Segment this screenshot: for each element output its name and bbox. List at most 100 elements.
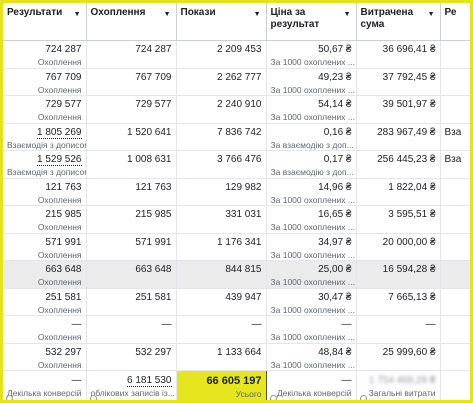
cell-value: 1 008 631 (91, 154, 172, 165)
cell-value: 2 262 777 (181, 72, 262, 83)
table-row: 215 985 Охоплення 215 985 331 031 16,65 ₴ За … (3, 205, 470, 234)
cost-per-result-cell: — За 1000 охоплених ... (266, 315, 357, 344)
amount-spent-value: 3 595,51 ₴ (388, 209, 436, 220)
results-value: 1 805 269 (37, 126, 82, 139)
amount-spent-cell: 36 696,41 ₴ (356, 40, 441, 69)
results-value: 251 581 (45, 291, 82, 303)
results-cell: 532 297 Охоплення (3, 343, 87, 371)
column-header[interactable]: Витрачена сума ▼ (356, 3, 441, 41)
summary-value-row: 6 181 530 (91, 375, 172, 387)
summary-value-row: — (271, 375, 352, 386)
results-value: 663 648 (45, 264, 82, 275)
results-value: 532 297 (45, 346, 82, 358)
amount-spent-value: 16 594,28 ₴ (382, 264, 436, 275)
amount-spent-cell: 37 792,45 ₴ (356, 68, 441, 96)
column-title: Результати (7, 7, 63, 18)
summary-value-row: 1 754 468,28 ₴ (361, 375, 436, 386)
cell-value: 25,00 ₴ (271, 264, 351, 275)
cell-value: 2 240 910 (181, 99, 262, 110)
amount-spent-value: 39 501,97 ₴ (382, 99, 436, 110)
amount-spent-cell: 25 999,60 ₴ (356, 343, 441, 371)
results-label: Охоплення (37, 332, 82, 342)
impressions-cell: 3 766 476 (176, 150, 267, 179)
results-value: 215 985 (45, 209, 82, 220)
results-cell: 251 581 Охоплення (3, 288, 87, 316)
cell-value: — (91, 319, 172, 330)
amount-spent-cell: 16 594,28 ₴ (356, 260, 441, 289)
cell-value: 16,65 ₴ (271, 209, 351, 220)
cost-per-result-cell: 48,84 ₴ За 1000 охоплених ... (266, 343, 357, 371)
column-header[interactable]: Покази ▼ (176, 3, 267, 41)
reach-value: 215 985 (135, 209, 172, 220)
impressions-cell: 2 262 777 (176, 68, 267, 96)
impressions-cell: 129 982 (176, 178, 267, 206)
reach-value: 767 709 (135, 71, 172, 83)
cell-value: 1 805 269 (7, 126, 82, 139)
impressions-value: — (251, 319, 262, 330)
reach-value: 663 648 (135, 264, 172, 275)
results-value: 767 709 (45, 71, 82, 83)
results-cell: 767 709 Охоплення (3, 68, 87, 96)
cell-value: 3 595,51 ₴ (361, 209, 436, 220)
impressions-value: 2 240 910 (217, 99, 262, 110)
info-icon (269, 394, 277, 400)
cost-per-result-cell: 0,16 ₴ За взаємодію з доп... (266, 123, 357, 151)
amount-spent-cell: 1 822,04 ₴ (356, 178, 441, 206)
results-cell: 1 805 269 Взаємодія з дописом (3, 123, 87, 151)
extra-value: Вза (444, 154, 462, 165)
reach-value: 1 520 641 (127, 126, 172, 138)
results-label: Охоплення (37, 84, 82, 95)
column-header[interactable]: Охоплення ▼ (86, 3, 177, 41)
cost-per-result-value: 54,14 ₴ (318, 99, 352, 110)
cell-value: 844 815 (181, 264, 261, 275)
column-header[interactable]: Ціна за результат ▼ (266, 3, 357, 41)
cost-per-result-value: 30,47 ₴ (318, 291, 352, 303)
extra-cell (440, 68, 470, 96)
results-label: Взаємодія з дописом (7, 139, 86, 150)
amount-spent-cell: 256 445,23 ₴ (356, 150, 441, 179)
cell-value: 30,47 ₴ (271, 291, 352, 303)
table-row: 251 581 Охоплення 251 581 439 947 30,47 ₴ За … (3, 288, 470, 316)
impressions-value: 1 176 341 (217, 236, 262, 248)
reach-cell: 215 985 (86, 205, 177, 234)
summary-cell: — Декілька конверсій (3, 370, 87, 400)
reach-cell: 1 520 641 (86, 123, 177, 151)
extra-cell: Вза (440, 150, 470, 179)
cell-value: 1 520 641 (91, 127, 172, 138)
impressions-cell: 439 947 (176, 288, 267, 316)
column-header[interactable]: Ре (440, 3, 470, 41)
extra-value: Вза (444, 126, 462, 138)
reach-cell: 729 577 (86, 95, 177, 124)
cost-per-result-label: За 1000 охоплених ... (270, 304, 355, 315)
column-header[interactable]: Результати ▼ (3, 3, 87, 41)
amount-spent-value: 36 696,41 ₴ (382, 44, 436, 55)
summary-value: 1 754 468,28 ₴ (368, 375, 436, 386)
cell-value: 7 665,13 ₴ (361, 292, 435, 303)
cell-value: 48,84 ₴ (271, 347, 351, 358)
info-icon (89, 394, 97, 400)
table-row: 767 709 Охоплення 767 709 2 262 777 49,23 ₴ З… (3, 68, 470, 96)
summary-label: Усього (235, 389, 262, 399)
cell-value: 7 836 742 (181, 127, 262, 138)
results-cell: 1 529 526 Взаємодія з дописом (3, 150, 87, 179)
summary-label: Декілька конверсій (277, 388, 352, 398)
summary-value-row: — (7, 375, 82, 386)
cost-per-result-label: За 1000 охоплених ... (270, 84, 355, 95)
info-icon (359, 394, 367, 400)
summary-value: 66 605 197 (206, 375, 262, 387)
table-row: 663 648 Охоплення 663 648 844 815 25,00 ₴ За … (3, 260, 470, 289)
column-title: Охоплення (90, 7, 146, 18)
cell-value: 571 991 (91, 237, 171, 248)
reach-value: 251 581 (135, 291, 172, 303)
amount-spent-cell: 39 501,97 ₴ (356, 95, 441, 124)
summary-cell: 66 605 197 Усього (175, 370, 267, 400)
reach-value: 121 763 (135, 181, 172, 193)
cell-value: 251 581 (7, 291, 82, 303)
results-label: Охоплення (37, 277, 82, 287)
cost-per-result-cell: 49,23 ₴ За 1000 охоплених ... (266, 68, 357, 96)
table-row: 1 529 526 Взаємодія з дописом 1 008 631 3 7… (3, 150, 470, 179)
column-title: Витрачена сума (360, 7, 414, 30)
results-cell: 724 287 Охоплення (3, 40, 87, 69)
cell-value: 1 176 341 (181, 237, 262, 248)
results-value: 729 577 (45, 99, 82, 110)
